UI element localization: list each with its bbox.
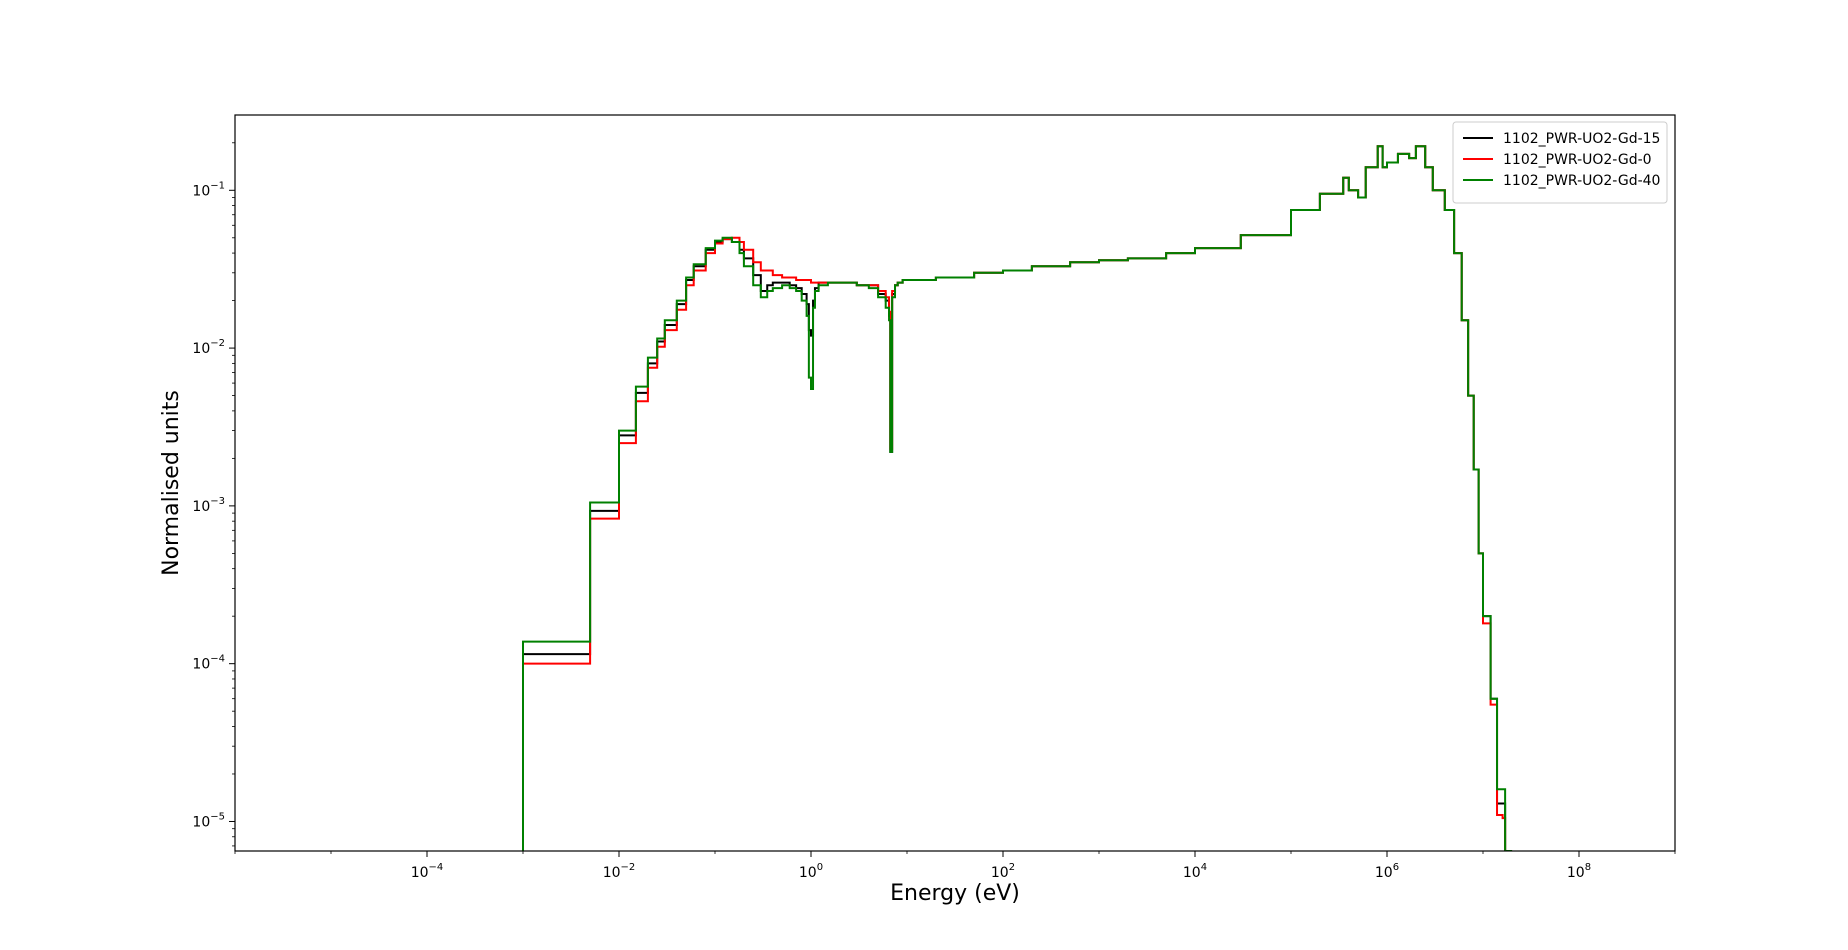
legend-label-2: 1102_PWR-UO2-Gd-40 [1503, 173, 1660, 189]
y-tick-label: 10−3 [192, 496, 225, 515]
y-axis: 10−5 10−4 10−3 10−2 10−1 [192, 142, 235, 847]
x-tick-label: 100 [799, 862, 823, 881]
x-tick-label: 104 [1183, 862, 1207, 881]
series-line-0 [522, 145, 1513, 851]
series-layer [522, 145, 1513, 851]
legend-label-0: 1102_PWR-UO2-Gd-15 [1503, 131, 1660, 147]
plot-frame [234, 114, 1676, 852]
series-line-2 [522, 145, 1513, 851]
x-axis-title: Energy (eV) [890, 881, 1020, 906]
x-tick-label: 108 [1567, 862, 1591, 881]
y-tick-label: 10−2 [192, 338, 225, 357]
legend-label-1: 1102_PWR-UO2-Gd-0 [1503, 152, 1652, 168]
series-line-1 [522, 145, 1513, 851]
y-axis-title: Normalised units [159, 390, 184, 576]
legend-box [1452, 121, 1668, 204]
x-tick-label: 10−2 [603, 862, 636, 881]
x-tick-label: 106 [1375, 862, 1399, 881]
x-axis: 10−4 10−2 100 102 104 106 108 [234, 851, 1676, 881]
y-tick-label: 10−1 [192, 180, 225, 199]
x-tick-label: 10−4 [411, 862, 444, 881]
x-tick-label: 102 [991, 862, 1015, 881]
legend: 1102_PWR-UO2-Gd-15 1102_PWR-UO2-Gd-0 1102_… [1452, 121, 1668, 204]
y-tick-label: 10−4 [192, 654, 225, 673]
y-tick-label: 10−5 [192, 811, 225, 830]
